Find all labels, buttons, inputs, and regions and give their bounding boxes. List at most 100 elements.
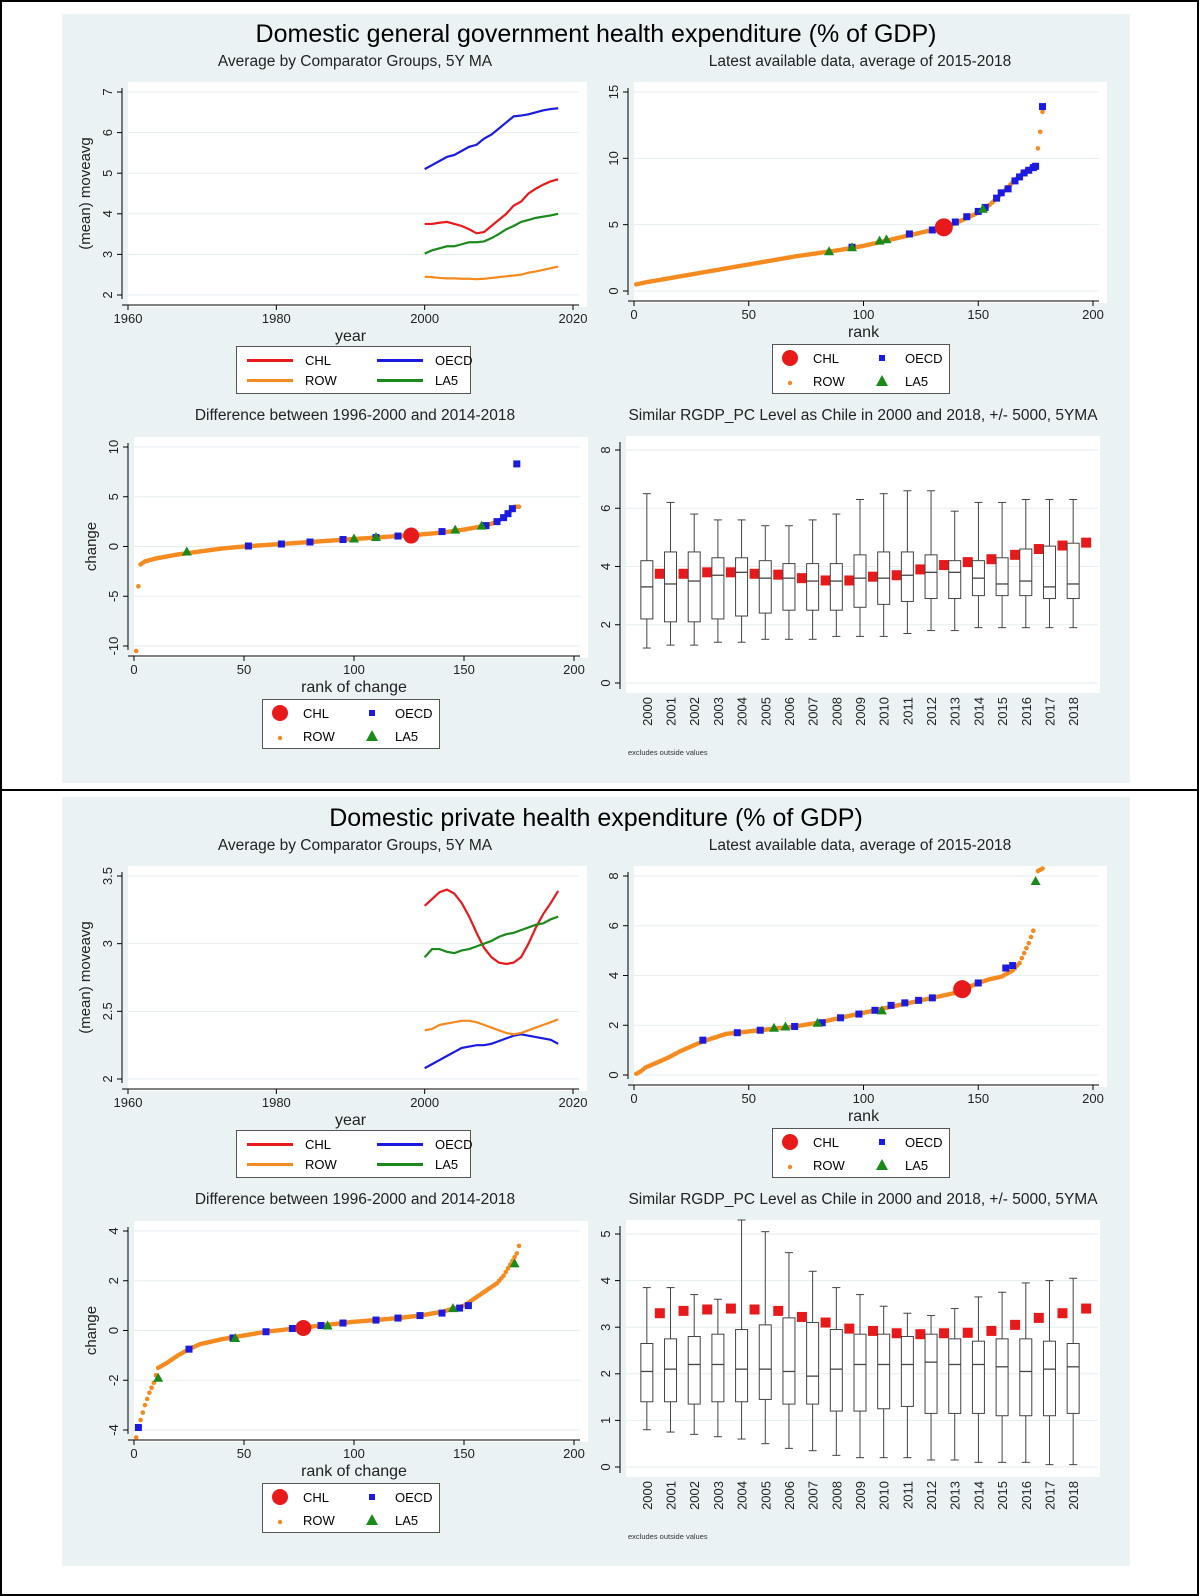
- box: [735, 1329, 749, 1403]
- oecd-point: [504, 510, 512, 518]
- x-tick-label: 2014: [971, 697, 986, 726]
- box: [900, 551, 914, 602]
- chile-marker: [725, 1303, 736, 1314]
- legend-marker: [879, 355, 885, 361]
- oecd-point: [508, 505, 516, 513]
- box: [806, 563, 820, 611]
- legend-item-oecd: OECD: [377, 353, 473, 368]
- y-tick-label: 8: [606, 872, 621, 879]
- x-tick-label: 2006: [782, 697, 797, 726]
- row-point: [1021, 950, 1027, 956]
- chile-marker: [891, 570, 902, 581]
- la5-point: [450, 524, 461, 534]
- x-tick-label: 2001: [664, 1481, 679, 1510]
- legend-swatch: [377, 1143, 423, 1146]
- oecd-point: [928, 226, 936, 234]
- x-tick-label: 2003: [711, 1481, 726, 1510]
- chile-marker: [962, 1327, 973, 1338]
- legend-label: OECD: [395, 1489, 433, 1505]
- chile-marker: [1033, 544, 1044, 555]
- la5-point: [780, 1021, 791, 1031]
- legend-marker: [782, 1134, 798, 1150]
- y-tick-label: 5: [106, 493, 121, 500]
- legend: CHL OECD ROW LA5: [262, 699, 440, 749]
- chile-marker: [725, 567, 736, 578]
- series-line-chl: [424, 178, 559, 235]
- legend-item-oecd: OECD: [871, 349, 943, 367]
- y-tick-label: 2: [598, 621, 613, 628]
- plot-area: [128, 866, 587, 1091]
- chile-marker: [749, 568, 760, 579]
- la5-point: [876, 1005, 887, 1015]
- x-tick-label: 2002: [687, 697, 702, 726]
- la5-point: [824, 246, 835, 256]
- box: [711, 1333, 725, 1403]
- x-tick-label: 2013: [948, 1481, 963, 1510]
- oecd-point: [482, 522, 490, 530]
- legend-marker-chl: [782, 1134, 798, 1150]
- legend-label: CHL: [303, 1489, 330, 1505]
- y-tick-label: -2: [106, 1374, 121, 1386]
- y-tick-label: 6: [598, 505, 613, 512]
- x-tick-label: 2001: [664, 697, 679, 726]
- box: [995, 557, 1009, 597]
- x-tick-label: 2015: [995, 1481, 1010, 1510]
- y-tick-label: 0: [598, 1463, 613, 1470]
- x-tick-label: 1980: [262, 311, 291, 326]
- legend-marker: [369, 1494, 375, 1500]
- legend-marker-oecd: [369, 710, 375, 716]
- legend-item-oecd: OECD: [871, 1133, 943, 1151]
- chile-marker: [939, 1328, 950, 1339]
- x-tick-label: 2009: [853, 697, 868, 726]
- box: [948, 560, 962, 600]
- la5-point: [1030, 875, 1041, 885]
- row-point: [1026, 940, 1032, 946]
- x-tick-label: 2016: [1019, 697, 1034, 726]
- legend-marker: [366, 730, 378, 741]
- legend: CHL OECD ROW LA5: [236, 1130, 473, 1178]
- la5-point: [230, 1332, 241, 1342]
- legend-item-la5: LA5: [361, 727, 418, 745]
- chile-marker: [844, 575, 855, 586]
- oecd-point: [855, 1010, 863, 1018]
- oecd-point: [1009, 962, 1017, 970]
- legend-swatch: [247, 359, 293, 362]
- y-tick-label: 2: [106, 1277, 121, 1284]
- oecd-point: [493, 518, 501, 526]
- oecd-point: [317, 1322, 325, 1330]
- la5-point: [181, 546, 192, 556]
- row-point: [1019, 955, 1025, 961]
- y-tick-label: 6: [606, 922, 621, 929]
- box: [924, 554, 938, 600]
- chile-marker: [1010, 549, 1021, 560]
- y-axis-label: change: [83, 1306, 100, 1355]
- row-point: [1037, 129, 1043, 135]
- x-tick-label: 1960: [114, 311, 143, 326]
- row-point: [133, 648, 139, 654]
- legend-label: LA5: [905, 1157, 929, 1173]
- row-point: [138, 1417, 143, 1423]
- x-tick-label: 2007: [806, 1481, 821, 1510]
- legend-marker-chl: [272, 1489, 288, 1505]
- row-point: [1028, 934, 1034, 940]
- legend-marker-la5: [876, 375, 888, 386]
- la5-point: [977, 203, 988, 213]
- x-tick-label: 2018: [1066, 697, 1081, 726]
- x-tick-label: 2000: [640, 1481, 655, 1510]
- box: [640, 560, 654, 620]
- box: [995, 1338, 1009, 1417]
- legend-label: LA5: [905, 373, 929, 389]
- legend-marker-la5: [876, 1159, 888, 1170]
- box: [971, 1340, 985, 1414]
- y-tick-label: 5: [598, 1230, 613, 1237]
- box: [1042, 545, 1056, 600]
- section-title-top: Domestic general government health expen…: [255, 20, 937, 48]
- chile-marker: [868, 1325, 878, 1336]
- legend-swatch: [247, 379, 293, 382]
- legend-label: ROW: [303, 728, 335, 744]
- box: [829, 1329, 843, 1412]
- legend-marker-chl: [782, 350, 798, 366]
- legend-marker-chl: [272, 705, 288, 721]
- box: [806, 1322, 820, 1405]
